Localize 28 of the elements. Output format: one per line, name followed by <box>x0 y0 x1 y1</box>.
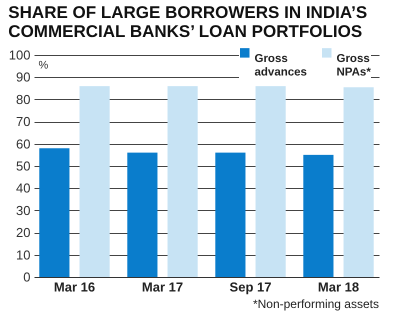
y-tick-label: 80 <box>16 92 30 107</box>
y-tick-label: 0 <box>23 270 30 284</box>
bar <box>39 148 70 277</box>
x-tick-label: Mar 18 <box>318 280 360 294</box>
x-tick-label: Mar 16 <box>54 280 96 294</box>
y-tick-label: 30 <box>16 202 30 218</box>
y-tick-label: 90 <box>16 70 30 85</box>
y-tick-label: 20 <box>16 225 30 240</box>
bar <box>344 87 374 277</box>
legend-label: Gross advances <box>254 52 307 78</box>
y-axis-title: % <box>38 60 48 72</box>
chart-title: SHARE OF LARGE BORROWERS IN INDIA’S COMMERCIAL BANKS’ LOAN PORTFOLIOS <box>8 3 368 41</box>
legend-label: Gross NPAs* <box>336 52 372 78</box>
x-tick-label: Mar 17 <box>142 280 184 294</box>
y-tick-label: 70 <box>16 114 30 130</box>
bar <box>215 152 246 277</box>
bar <box>127 152 158 277</box>
bar <box>80 86 110 277</box>
bar <box>168 86 198 277</box>
y-tick-label: 100 <box>8 48 30 62</box>
bar <box>256 86 286 277</box>
x-tick-label: Sep 17 <box>230 280 272 294</box>
y-tick-label: 50 <box>16 158 30 174</box>
y-tick-label: 10 <box>16 247 30 262</box>
y-tick-label: 60 <box>16 136 30 152</box>
y-tick-label: 40 <box>16 180 30 196</box>
bar <box>303 154 334 277</box>
text: *Non-performing assets <box>252 297 379 311</box>
